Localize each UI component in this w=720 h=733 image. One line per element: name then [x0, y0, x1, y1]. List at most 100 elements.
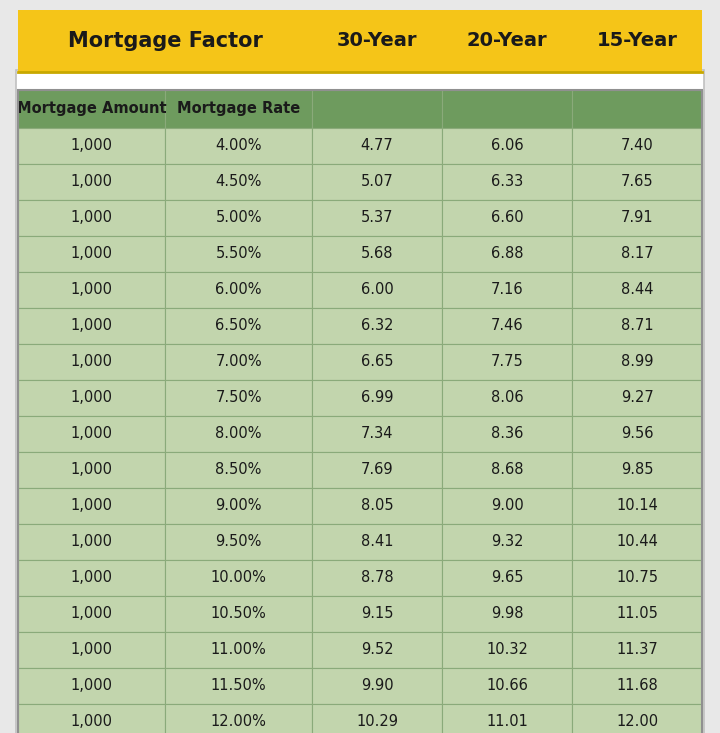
- Text: 8.06: 8.06: [491, 391, 523, 405]
- Bar: [165, 128, 312, 164]
- Bar: [442, 344, 572, 380]
- Bar: [572, 164, 702, 200]
- Text: 11.00%: 11.00%: [211, 643, 266, 658]
- Bar: [18, 380, 165, 416]
- Text: 9.85: 9.85: [621, 463, 653, 477]
- Text: 7.46: 7.46: [491, 319, 523, 334]
- Text: 4.50%: 4.50%: [215, 174, 262, 190]
- Text: 6.32: 6.32: [361, 319, 393, 334]
- Bar: [442, 668, 572, 704]
- Bar: [165, 632, 312, 668]
- Bar: [18, 90, 702, 733]
- Bar: [442, 164, 572, 200]
- Text: 8.99: 8.99: [621, 355, 653, 369]
- Text: 7.50%: 7.50%: [215, 391, 262, 405]
- Text: 10.50%: 10.50%: [211, 606, 266, 622]
- Text: 6.50%: 6.50%: [215, 319, 262, 334]
- Bar: [442, 236, 572, 272]
- Bar: [312, 308, 442, 344]
- Bar: [18, 236, 165, 272]
- Bar: [442, 416, 572, 452]
- Text: 8.17: 8.17: [621, 246, 653, 262]
- Bar: [312, 380, 442, 416]
- Bar: [572, 236, 702, 272]
- Text: 9.27: 9.27: [621, 391, 653, 405]
- Bar: [18, 416, 165, 452]
- Bar: [18, 632, 165, 668]
- Bar: [312, 524, 442, 560]
- Bar: [312, 704, 442, 733]
- Bar: [18, 308, 165, 344]
- Text: Mortgage Rate: Mortgage Rate: [177, 101, 300, 117]
- Text: 7.69: 7.69: [361, 463, 393, 477]
- Text: 6.06: 6.06: [491, 139, 523, 153]
- Bar: [572, 488, 702, 524]
- Text: 1,000: 1,000: [71, 391, 112, 405]
- Text: 4.00%: 4.00%: [215, 139, 262, 153]
- Bar: [572, 200, 702, 236]
- Text: 12.00: 12.00: [616, 715, 658, 729]
- Text: 8.05: 8.05: [361, 498, 393, 514]
- Bar: [442, 272, 572, 308]
- Bar: [165, 524, 312, 560]
- Text: 11.68: 11.68: [616, 679, 658, 693]
- Bar: [312, 488, 442, 524]
- Text: 5.68: 5.68: [361, 246, 393, 262]
- Text: 9.00: 9.00: [491, 498, 523, 514]
- Bar: [18, 452, 165, 488]
- Text: 10.29: 10.29: [356, 715, 398, 729]
- Bar: [18, 344, 165, 380]
- Bar: [442, 128, 572, 164]
- Text: 7.65: 7.65: [621, 174, 653, 190]
- Text: 9.65: 9.65: [491, 570, 523, 586]
- Text: 30-Year: 30-Year: [337, 32, 418, 51]
- Bar: [572, 668, 702, 704]
- Bar: [18, 488, 165, 524]
- Bar: [18, 560, 165, 596]
- Bar: [572, 128, 702, 164]
- Bar: [18, 10, 312, 72]
- Text: 8.78: 8.78: [361, 570, 393, 586]
- Text: 1,000: 1,000: [71, 534, 112, 550]
- Text: 9.98: 9.98: [491, 606, 523, 622]
- Bar: [312, 632, 442, 668]
- Bar: [572, 10, 702, 72]
- Text: 10.44: 10.44: [616, 534, 658, 550]
- Text: 8.36: 8.36: [491, 427, 523, 441]
- Text: 1,000: 1,000: [71, 174, 112, 190]
- Text: 7.00%: 7.00%: [215, 355, 262, 369]
- Bar: [165, 416, 312, 452]
- Bar: [442, 704, 572, 733]
- Text: 8.44: 8.44: [621, 282, 653, 298]
- Text: 6.00%: 6.00%: [215, 282, 262, 298]
- Bar: [312, 90, 442, 128]
- Bar: [312, 272, 442, 308]
- Bar: [18, 704, 165, 733]
- Bar: [18, 200, 165, 236]
- Bar: [572, 308, 702, 344]
- Bar: [572, 632, 702, 668]
- Text: Mortgage Amount: Mortgage Amount: [17, 101, 166, 117]
- Bar: [165, 596, 312, 632]
- Text: 1,000: 1,000: [71, 139, 112, 153]
- Text: 6.88: 6.88: [491, 246, 523, 262]
- Text: 1,000: 1,000: [71, 679, 112, 693]
- Text: 1,000: 1,000: [71, 427, 112, 441]
- Bar: [442, 632, 572, 668]
- Bar: [165, 308, 312, 344]
- Text: 8.00%: 8.00%: [215, 427, 262, 441]
- Text: 6.33: 6.33: [491, 174, 523, 190]
- Text: 1,000: 1,000: [71, 355, 112, 369]
- Bar: [165, 90, 312, 128]
- Text: Mortgage Factor: Mortgage Factor: [68, 31, 263, 51]
- Bar: [442, 90, 572, 128]
- Text: 10.75: 10.75: [616, 570, 658, 586]
- Text: 9.00%: 9.00%: [215, 498, 262, 514]
- Bar: [18, 90, 165, 128]
- Text: 6.65: 6.65: [361, 355, 393, 369]
- Text: 7.34: 7.34: [361, 427, 393, 441]
- Text: 6.60: 6.60: [491, 210, 523, 226]
- Text: 10.14: 10.14: [616, 498, 658, 514]
- Bar: [572, 596, 702, 632]
- Text: 20-Year: 20-Year: [467, 32, 547, 51]
